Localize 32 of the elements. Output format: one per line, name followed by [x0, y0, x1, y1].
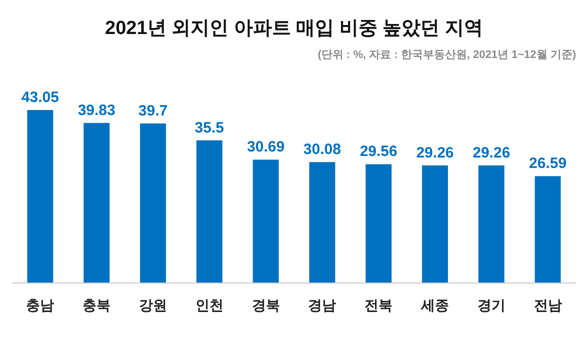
data-label: 30.69: [247, 138, 285, 156]
bar: [84, 122, 110, 283]
chart-title: 2021년 외지인 아파트 매입 비중 높았던 지역: [105, 18, 483, 39]
data-label: 35.5: [194, 119, 224, 136]
data-label: 39.83: [78, 102, 116, 119]
data-label: 29.26: [416, 144, 454, 162]
x-tick-label: 세종: [420, 297, 449, 313]
bar: [422, 165, 448, 283]
bar: [140, 123, 166, 283]
x-tick-label: 강원: [139, 297, 167, 313]
x-tick-label: 경북: [252, 297, 280, 313]
x-tick-label: 전북: [364, 297, 393, 313]
bar: [309, 162, 336, 283]
bar: [366, 164, 392, 283]
data-label: 39.7: [138, 102, 168, 120]
bar: [196, 140, 222, 283]
x-tick-label: 충북: [82, 297, 111, 313]
bar: [27, 110, 54, 283]
x-tick-label: 충남: [26, 297, 54, 313]
data-label: 30.08: [303, 141, 341, 158]
x-tick-label: 경기: [477, 297, 506, 313]
bar: [534, 176, 561, 283]
bar: [252, 160, 279, 283]
data-label: 26.59: [529, 155, 567, 172]
data-label: 43.05: [21, 89, 59, 106]
chart-subtitle: (단위 : %, 자료 : 한국부동산원, 2021년 1~12월 기준): [318, 49, 576, 61]
x-tick-label: 경남: [308, 297, 336, 313]
x-tick-label: 인천: [195, 297, 224, 313]
data-label: 29.56: [360, 143, 398, 160]
x-tick-label: 전남: [534, 297, 562, 313]
bar: [478, 165, 504, 283]
data-label: 29.26: [472, 144, 510, 162]
